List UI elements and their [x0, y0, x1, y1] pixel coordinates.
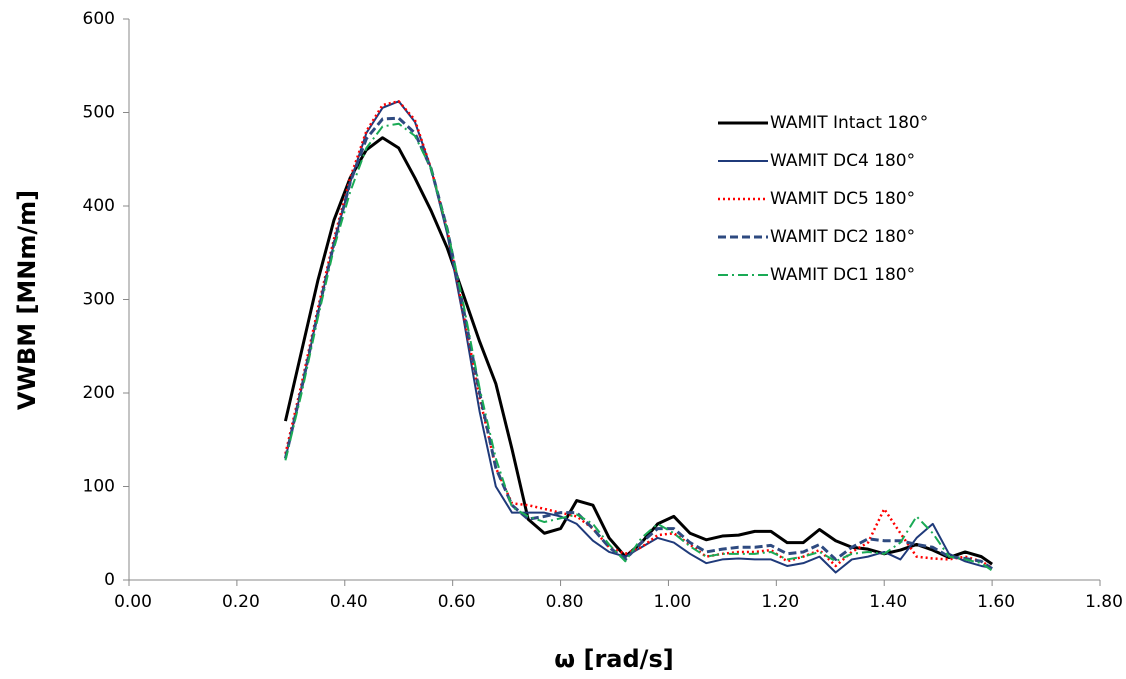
y-tick-label: 600 — [83, 9, 115, 29]
x-tick-label: 0.60 — [438, 592, 476, 612]
y-tick-label: 200 — [83, 383, 115, 403]
y-tick-label: 300 — [83, 290, 115, 310]
x-axis-title: ω [rad/s] — [554, 645, 673, 673]
y-axis-title: VWBM [MNm/m] — [13, 190, 41, 410]
x-tick-label: 1.00 — [654, 592, 692, 612]
y-tick-label: 100 — [83, 477, 115, 497]
y-tick-label: 0 — [104, 570, 115, 590]
legend-label: WAMIT Intact 180° — [770, 113, 928, 133]
series-line — [284, 100, 993, 569]
x-tick-label: 0.80 — [546, 592, 584, 612]
x-tick-label: 1.40 — [869, 592, 907, 612]
x-tick-label: 1.20 — [761, 592, 799, 612]
y-tick-label: 400 — [83, 196, 115, 216]
legend-label: WAMIT DC4 180° — [770, 151, 915, 171]
legend-label: WAMIT DC5 180° — [770, 189, 915, 209]
y-tick-label: 500 — [83, 103, 115, 123]
x-tick-label: 1.60 — [977, 592, 1015, 612]
x-tick-label: 1.80 — [1085, 592, 1123, 612]
x-tick-label: 0.20 — [222, 592, 260, 612]
x-tick-label: 0.40 — [330, 592, 368, 612]
legend-label: WAMIT DC1 180° — [770, 265, 915, 285]
series-line — [283, 116, 993, 571]
x-tick-label: 0.00 — [114, 592, 152, 612]
series-line — [284, 100, 993, 574]
legend-label: WAMIT DC2 180° — [770, 227, 915, 247]
